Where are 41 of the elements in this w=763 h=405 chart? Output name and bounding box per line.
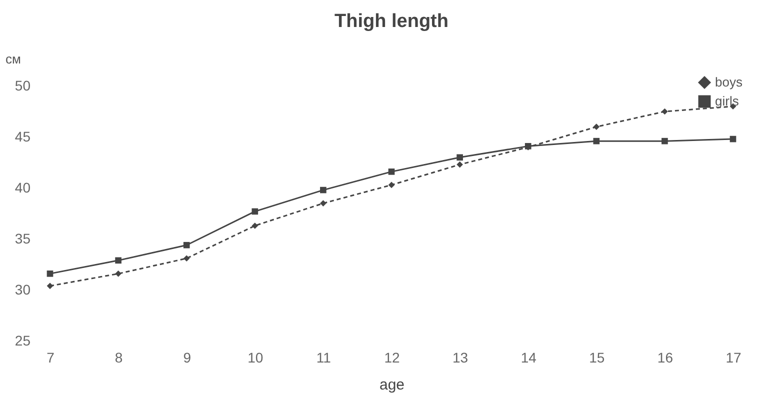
point xyxy=(183,242,190,248)
point xyxy=(46,270,54,277)
point xyxy=(252,222,258,229)
point xyxy=(115,257,122,264)
point xyxy=(662,138,668,144)
point xyxy=(730,136,736,142)
x-tick-label: 9 xyxy=(183,350,192,366)
x-tick-label: 8 xyxy=(114,350,123,366)
legend-label: girls xyxy=(715,94,740,108)
x-tick-label: 15 xyxy=(589,350,605,366)
chart-title: Thigh length xyxy=(334,11,448,32)
x-axis-title: age xyxy=(379,376,405,394)
point xyxy=(456,154,463,161)
point xyxy=(388,168,395,175)
x-tick-label: 7 xyxy=(46,350,55,366)
point xyxy=(115,270,122,277)
y-tick-label: 40 xyxy=(14,180,31,196)
point xyxy=(320,200,326,206)
y-tick-label: 30 xyxy=(14,282,31,298)
x-tick-label: 17 xyxy=(726,350,742,366)
y-tick-label: 25 xyxy=(14,332,31,348)
y-tick-label: 45 xyxy=(14,128,31,144)
point xyxy=(320,186,326,194)
x-tick-label: 12 xyxy=(384,350,400,366)
x-tick-label: 11 xyxy=(316,350,332,366)
x-tick-label: 10 xyxy=(248,350,264,366)
point xyxy=(46,282,54,290)
y-tick-label: 35 xyxy=(14,230,31,246)
point xyxy=(252,208,258,215)
x-tick-label: 13 xyxy=(452,350,468,366)
point xyxy=(593,124,600,130)
x-tick-label: 16 xyxy=(657,350,674,366)
point xyxy=(662,108,668,115)
x-tick-label: 14 xyxy=(520,350,537,366)
point xyxy=(593,138,600,144)
y-axis-title: см xyxy=(6,52,21,66)
y-tick-label: 50 xyxy=(14,78,31,94)
legend-label: boys xyxy=(715,74,743,90)
point xyxy=(388,182,395,188)
point xyxy=(183,255,190,262)
point xyxy=(456,161,463,168)
